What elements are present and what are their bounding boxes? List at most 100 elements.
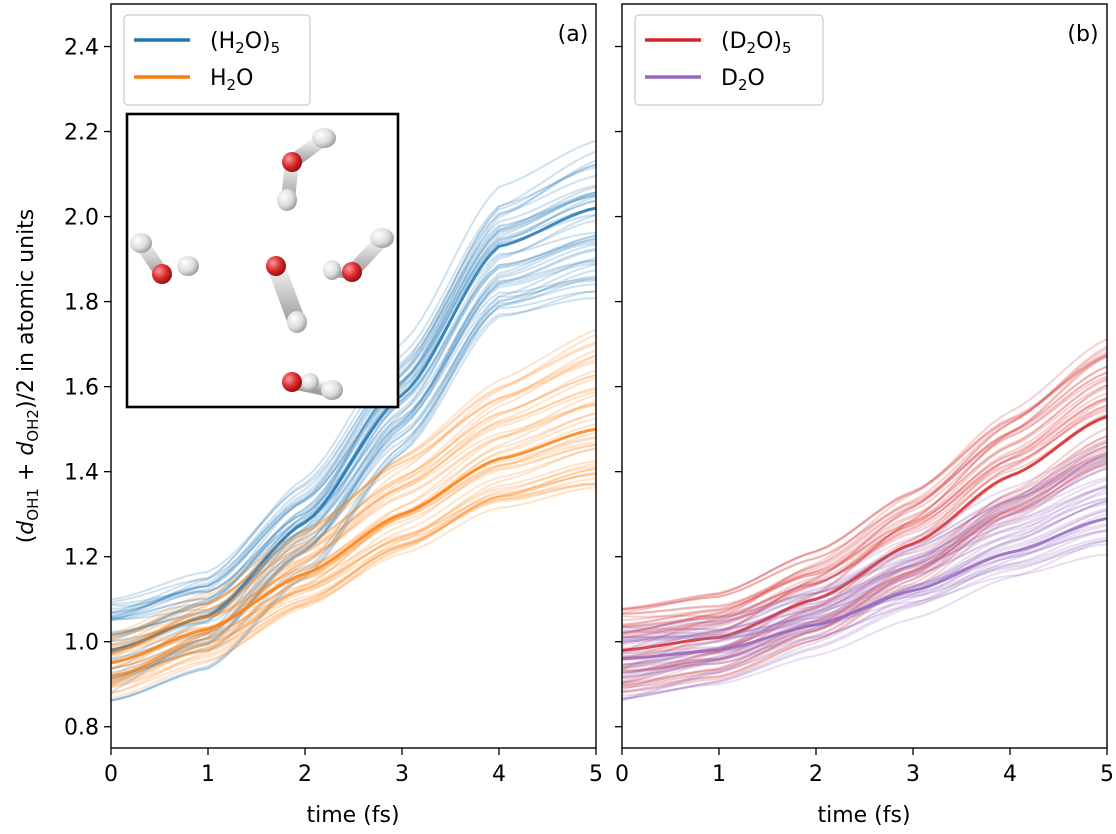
series-mean-line bbox=[622, 516, 1107, 661]
panel-a-label: (a) bbox=[558, 22, 589, 47]
panel-a-trajectories bbox=[111, 139, 596, 702]
trajectory-line bbox=[111, 333, 596, 683]
trajectory-line bbox=[622, 445, 1107, 649]
trajectory-line bbox=[622, 476, 1107, 634]
trajectory-line bbox=[111, 279, 596, 622]
trajectory-line bbox=[111, 391, 596, 649]
trajectory-line bbox=[622, 434, 1107, 689]
trajectory-line bbox=[622, 461, 1107, 679]
trajectory-line bbox=[111, 374, 596, 655]
panel-b-label: (b) bbox=[1067, 22, 1098, 47]
trajectory-line bbox=[622, 502, 1107, 643]
trajectory-line bbox=[111, 446, 596, 700]
trajectory-line bbox=[622, 453, 1107, 669]
trajectory-line bbox=[111, 278, 596, 605]
x-tick-label: 4 bbox=[492, 762, 506, 787]
y-tick-label: 1.2 bbox=[64, 546, 99, 571]
trajectory-line bbox=[111, 386, 596, 655]
trajectory-line bbox=[111, 259, 596, 619]
trajectory-line bbox=[111, 191, 596, 640]
trajectory-line bbox=[622, 462, 1107, 689]
trajectory-line bbox=[111, 349, 596, 681]
panel-a: 0 1 2 3 4 5 0.8 1.0 1.2 1.4 1.6 1.8 2.0 2.2 2.4 (a) bbox=[64, 3, 603, 787]
trajectory-line bbox=[622, 397, 1107, 622]
trajectory-line bbox=[111, 441, 596, 647]
trajectory-line bbox=[622, 378, 1107, 640]
x-tick-label: 2 bbox=[298, 762, 312, 787]
x-axis-label-a: time (fs) bbox=[306, 803, 399, 828]
trajectory-line bbox=[622, 499, 1107, 679]
trajectory-line bbox=[622, 338, 1107, 653]
trajectory-line bbox=[111, 477, 596, 669]
trajectory-line bbox=[622, 497, 1107, 629]
trajectory-line bbox=[111, 448, 596, 677]
trajectory-line bbox=[622, 407, 1107, 628]
trajectory-line bbox=[111, 283, 596, 620]
trajectory-line bbox=[622, 467, 1107, 678]
trajectory-line bbox=[622, 365, 1107, 627]
trajectory-line bbox=[622, 458, 1107, 641]
trajectory-line bbox=[111, 486, 596, 679]
x-tick-label: 1 bbox=[201, 762, 215, 787]
trajectory-line bbox=[622, 440, 1107, 686]
trajectory-line bbox=[622, 444, 1107, 684]
y-tick-label: 1.0 bbox=[64, 631, 99, 656]
trajectory-line bbox=[622, 484, 1107, 693]
x-tick-label: 5 bbox=[1100, 762, 1114, 787]
trajectory-line bbox=[111, 194, 596, 601]
trajectory-line bbox=[111, 174, 596, 618]
trajectory-line bbox=[622, 538, 1107, 666]
trajectory-line bbox=[111, 150, 596, 694]
trajectory-line bbox=[622, 461, 1107, 655]
trajectory-line bbox=[111, 166, 596, 614]
trajectory-line bbox=[622, 371, 1107, 634]
trajectory-line bbox=[111, 269, 596, 702]
panel-b-legend: (D2O)5 D2O bbox=[634, 14, 824, 106]
trajectory-line bbox=[111, 417, 596, 679]
x-tick-label: 4 bbox=[1003, 762, 1017, 787]
x-tick-label: 3 bbox=[906, 762, 920, 787]
trajectory-line bbox=[111, 193, 596, 637]
y-tick-label: 0.8 bbox=[64, 716, 99, 741]
trajectory-line bbox=[111, 462, 596, 687]
trajectory-line bbox=[111, 423, 596, 675]
trajectory-line bbox=[622, 396, 1107, 637]
trajectory-line bbox=[111, 290, 596, 633]
trajectory-line bbox=[622, 529, 1107, 674]
y-tick-label: 2.2 bbox=[64, 121, 99, 146]
trajectory-line bbox=[622, 497, 1107, 654]
trajectory-line bbox=[111, 207, 596, 610]
trajectory-line bbox=[622, 553, 1107, 640]
trajectory-line bbox=[111, 361, 596, 635]
trajectory-line bbox=[622, 452, 1107, 694]
x-tick-label: 0 bbox=[615, 762, 629, 787]
trajectory-line bbox=[111, 436, 596, 648]
trajectory-line bbox=[111, 411, 596, 688]
trajectory-line bbox=[622, 365, 1107, 635]
trajectory-line bbox=[622, 509, 1107, 674]
trajectory-line bbox=[111, 163, 596, 642]
trajectory-line bbox=[622, 441, 1107, 700]
trajectory-line bbox=[622, 397, 1107, 639]
series-mean-line bbox=[111, 206, 596, 652]
trajectory-line bbox=[111, 377, 596, 681]
trajectory-line bbox=[111, 341, 596, 660]
y-tick-label: 2.0 bbox=[64, 206, 99, 231]
trajectory-line bbox=[111, 195, 596, 681]
trajectory-line bbox=[111, 200, 596, 637]
trajectory-line bbox=[111, 482, 596, 636]
trajectory-line bbox=[111, 354, 596, 646]
trajectory-line bbox=[111, 184, 596, 618]
trajectory-line bbox=[111, 219, 596, 654]
panel-b-frame bbox=[621, 3, 1108, 749]
y-tick-label: 1.4 bbox=[64, 461, 99, 486]
x-axis-label-b: time (fs) bbox=[817, 803, 910, 828]
trajectory-line bbox=[111, 374, 596, 654]
trajectory-line bbox=[111, 247, 596, 670]
trajectory-line bbox=[622, 457, 1107, 692]
trajectory-line bbox=[111, 369, 596, 685]
trajectory-line bbox=[111, 234, 596, 678]
trajectory-line bbox=[622, 355, 1107, 683]
trajectory-line bbox=[111, 472, 596, 681]
trajectory-line bbox=[622, 386, 1107, 644]
